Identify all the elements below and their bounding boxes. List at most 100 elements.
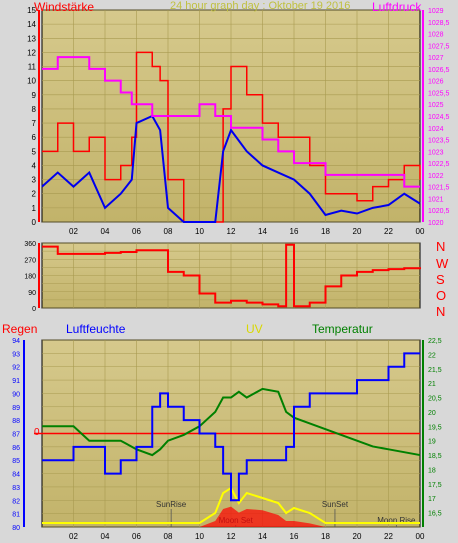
humidity-tick-label: 83 (12, 485, 20, 492)
wind-tick-label: 1 (32, 204, 37, 213)
pressure-tick-label: 1020,5 (428, 208, 450, 215)
pressure-tick-label: 1022 (428, 173, 444, 180)
wind-tick-label: 4 (32, 161, 37, 170)
temperature-tick-label: 18 (428, 467, 436, 474)
humidity-tick-label: 80 (12, 525, 20, 532)
humidity-tick-label: 84 (12, 472, 20, 479)
bot-hour-tick: 04 (101, 532, 110, 541)
top-hour-tick: 20 (353, 227, 362, 236)
bot-hour-tick: 22 (384, 532, 393, 541)
bot-hour-tick: 18 (321, 532, 330, 541)
top-hour-tick: 02 (69, 227, 78, 236)
direction-tick-label: 0 (32, 306, 36, 313)
top-hour-tick: 00 (416, 227, 425, 236)
compass-n-top: N (436, 239, 446, 254)
rain-zero-label: 0 (34, 427, 40, 438)
humidity-tick-label: 89 (12, 405, 20, 412)
wind-tick-label: 15 (27, 6, 36, 15)
top-hour-tick: 14 (258, 227, 267, 236)
wind-tick-label: 14 (27, 20, 36, 29)
wind-tick-label: 11 (28, 63, 37, 72)
bot-hour-tick: 12 (227, 532, 236, 541)
rain-area (42, 506, 420, 527)
wind-tick-label: 10 (27, 77, 36, 86)
top-hour-tick: 16 (290, 227, 299, 236)
humidity-tick-label: 85 (12, 458, 20, 465)
pressure-tick-label: 1021 (428, 196, 444, 203)
wind-tick-label: 13 (27, 34, 36, 43)
humidity-tick-label: 93 (12, 351, 20, 358)
moonrise-marker-label: Moon Rise (377, 516, 416, 525)
wind-tick-label: 8 (32, 105, 37, 114)
pressure-tick-label: 1029 (428, 8, 444, 15)
chart-title: 24 hour graph day : Oktober 19 2016 (170, 0, 351, 12)
wind-tick-label: 12 (27, 48, 36, 57)
wind-speed-line (42, 51, 421, 223)
compass-n-bottom: N (436, 304, 446, 319)
humidity-tick-label: 91 (12, 378, 20, 385)
pressure-tick-label: 1026,5 (428, 67, 450, 74)
pressure-tick-label: 1027 (428, 55, 444, 62)
top-hour-tick: 18 (321, 227, 330, 236)
pressure-tick-label: 1028,5 (428, 20, 450, 27)
temperature-tick-label: 16,5 (428, 511, 442, 518)
pressure-tick-label: 1028 (428, 32, 444, 39)
temperature-tick-label: 20 (428, 410, 436, 417)
wind-tick-label: 6 (32, 133, 37, 142)
top-hour-tick: 08 (164, 227, 173, 236)
wind-direction-panel: 0 90 180 270 360 (24, 241, 421, 313)
pressure-axis-title: Luftdruck (372, 0, 422, 14)
wind-tick-label: 5 (32, 147, 37, 156)
pressure-tick-label: 1024 (428, 126, 444, 133)
sunset-marker-label: SunSet (322, 500, 349, 509)
top-hour-tick: 06 (132, 227, 141, 236)
humidity-tick-label: 81 (12, 512, 20, 519)
temperature-tick-label: 19,5 (428, 424, 442, 431)
compass-w: W (436, 256, 449, 271)
direction-tick-label: 180 (24, 274, 36, 281)
temperature-axis-title: Temperatur (312, 322, 373, 336)
uv-axis-title: UV (246, 322, 263, 336)
pressure-line (42, 56, 420, 188)
bot-hour-tick: 06 (132, 532, 141, 541)
pressure-tick-label: 1020 (428, 220, 444, 227)
wind-direction-line (42, 243, 421, 308)
bot-hour-tick: 10 (195, 532, 204, 541)
humidity-tick-label: 82 (12, 498, 20, 505)
humidity-tick-label: 86 (12, 445, 20, 452)
temperature-tick-label: 21 (428, 381, 436, 388)
temperature-tick-label: 20,5 (428, 396, 442, 403)
wind-axis-title: Windstärke (34, 0, 95, 14)
humidity-line (42, 352, 420, 502)
temperature-tick-label: 17 (428, 496, 436, 503)
wind-tick-label: 0 (32, 218, 37, 227)
humidity-tick-label: 94 (12, 338, 20, 345)
top-hour-tick: 10 (195, 227, 204, 236)
sunrise-marker-label: SunRise (156, 500, 187, 509)
pressure-tick-label: 1023,5 (428, 138, 450, 145)
pressure-tick-label: 1023 (428, 149, 444, 156)
top-hour-tick: 04 (101, 227, 110, 236)
temperature-tick-label: 21,5 (428, 367, 442, 374)
pressure-tick-label: 1022,5 (428, 161, 450, 168)
direction-tick-label: 270 (24, 257, 36, 264)
pressure-tick-label: 1025 (428, 102, 444, 109)
wind-tick-label: 3 (32, 176, 37, 185)
rain-axis-title: Regen (2, 322, 38, 336)
bot-hour-tick: 16 (290, 532, 299, 541)
bot-hour-tick: 00 (416, 532, 425, 541)
pressure-tick-label: 1024,5 (428, 114, 450, 121)
bot-hour-tick: 14 (258, 532, 267, 541)
humidity-tick-label: 88 (12, 418, 20, 425)
temperature-tick-label: 19 (428, 439, 436, 446)
pressure-tick-label: 1026 (428, 79, 444, 86)
wind-tick-label: 2 (32, 190, 37, 199)
top-hour-tick: 12 (227, 227, 236, 236)
compass-o: O (436, 288, 447, 303)
humidity-tick-label: 87 (12, 432, 20, 439)
bot-hour-tick: 08 (164, 532, 173, 541)
humidity-tick-label: 90 (12, 391, 20, 398)
temperature-line (42, 387, 421, 457)
